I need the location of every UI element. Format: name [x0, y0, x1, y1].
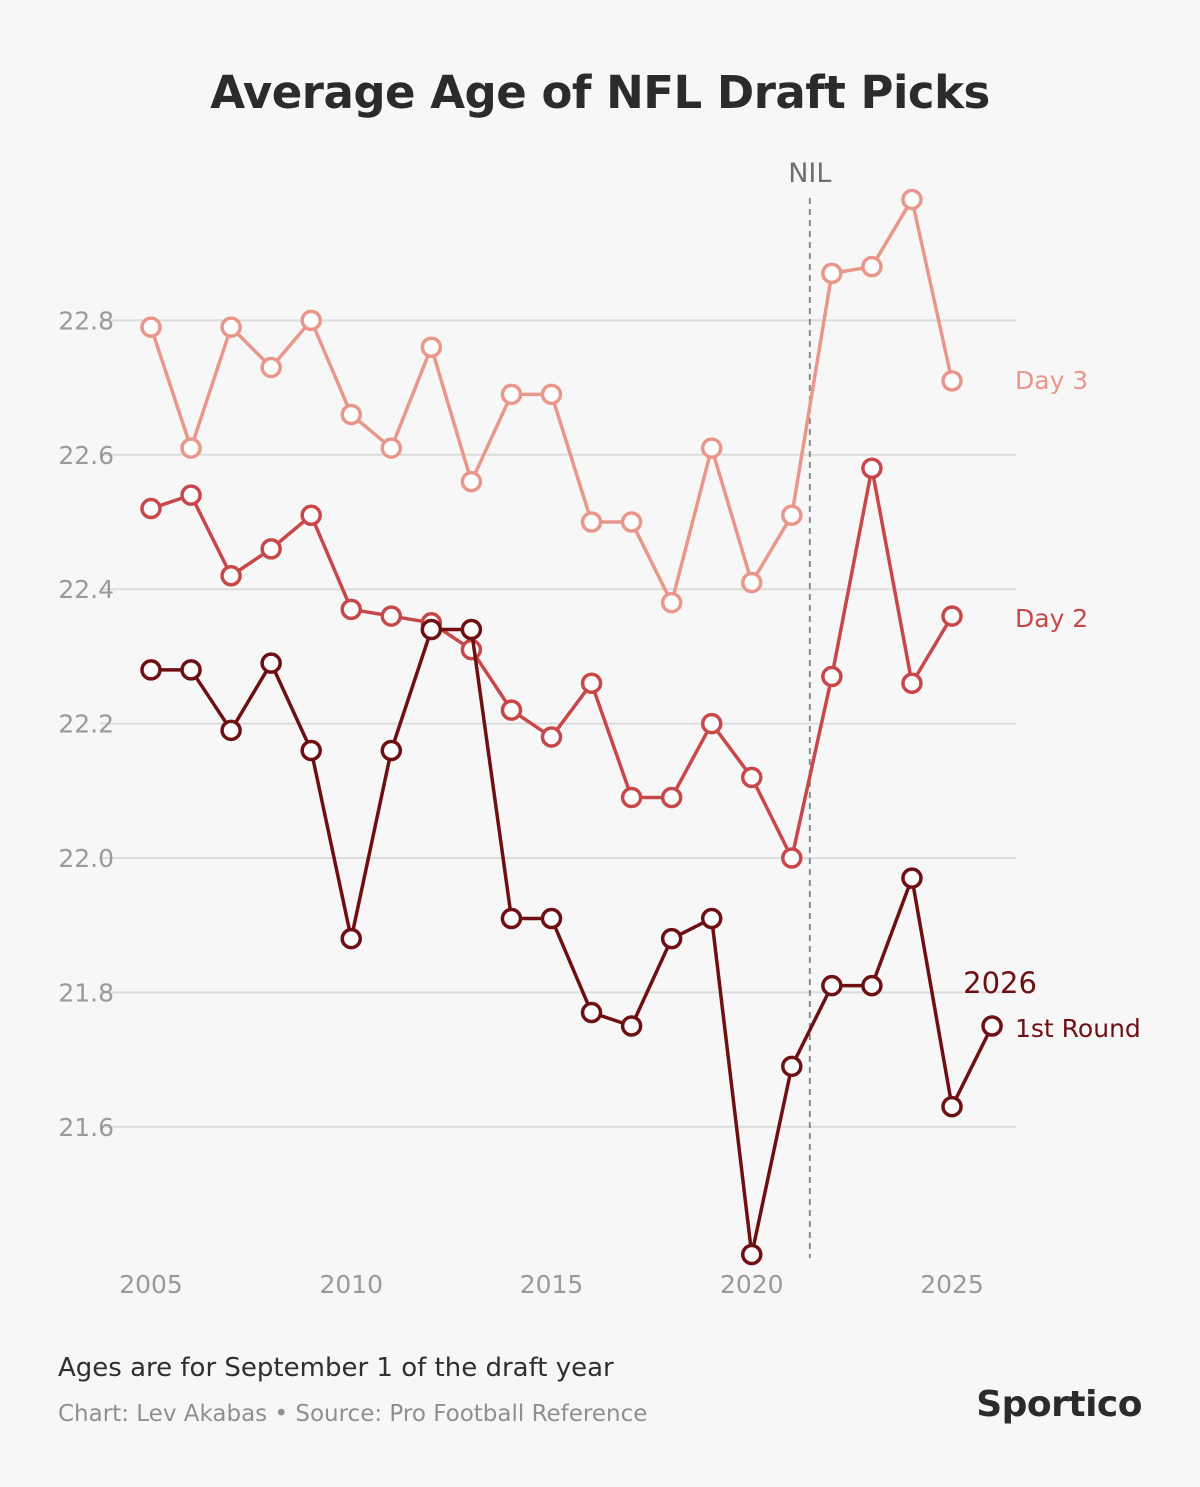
data-point [781, 847, 803, 869]
data-point [660, 927, 683, 950]
data-point [340, 598, 362, 621]
data-point [620, 786, 643, 809]
data-point [861, 974, 883, 997]
series-label: Day 3 [1015, 366, 1088, 395]
series-1st-round [140, 618, 1003, 1266]
data-point [180, 659, 202, 681]
data-point [821, 262, 843, 285]
data-point [260, 356, 282, 379]
data-point [140, 316, 162, 338]
series-group [140, 188, 1003, 1266]
data-point [700, 437, 723, 459]
data-point [380, 739, 403, 762]
data-point [300, 309, 322, 332]
data-point [620, 1015, 643, 1037]
data-point [540, 383, 563, 406]
x-axis: 2005 2010 2015 2020 2025 [119, 1270, 984, 1299]
x-tick-label: 2020 [720, 1270, 784, 1299]
data-point [901, 188, 923, 211]
data-point [380, 605, 403, 627]
series-label: 1st Round [1015, 1014, 1141, 1043]
data-point [420, 336, 443, 359]
source-credit: Chart: Lev Akabas • Source: Pro Football… [58, 1401, 648, 1427]
data-point [861, 457, 883, 479]
data-point [700, 712, 723, 735]
footnote: Ages are for September 1 of the draft ye… [58, 1353, 614, 1383]
data-point [620, 511, 643, 533]
data-point [901, 867, 923, 889]
chart-title: Average Age of NFL Draft Picks [210, 66, 990, 119]
data-point [340, 927, 362, 950]
data-point [941, 370, 963, 392]
x-tick-label: 2025 [920, 1270, 984, 1299]
data-point [500, 383, 523, 406]
data-point [220, 565, 242, 587]
data-point [380, 437, 403, 459]
series-labels: Day 3 Day 2 1st Round [1015, 366, 1141, 1043]
data-point [700, 907, 723, 930]
data-point [741, 1243, 763, 1266]
y-tick-label: 22.6 [58, 441, 114, 470]
line-chart: 22.8 22.6 22.4 22.2 22.0 21.8 21.6 2005 2010 201… [58, 158, 1141, 1299]
data-point [781, 504, 803, 527]
data-point [300, 504, 322, 527]
data-point [500, 907, 523, 930]
data-point [901, 672, 923, 695]
year-2026-label: 2026 [963, 966, 1037, 1000]
series-label: Day 2 [1015, 604, 1088, 633]
data-point [500, 699, 523, 721]
nil-label: NIL [788, 158, 831, 189]
data-point [580, 1001, 603, 1024]
data-point [460, 638, 483, 661]
data-point [260, 652, 282, 674]
data-point [660, 786, 683, 809]
y-axis: 22.8 22.6 22.4 22.2 22.0 21.8 21.6 [58, 306, 114, 1141]
data-point [781, 1055, 803, 1078]
data-point [580, 511, 603, 533]
data-point [941, 605, 963, 627]
data-point [460, 470, 483, 493]
data-point [941, 1095, 963, 1118]
data-point [821, 974, 843, 997]
data-point [540, 907, 563, 930]
data-point [140, 659, 162, 681]
data-point [180, 484, 202, 506]
x-tick-label: 2005 [119, 1270, 183, 1299]
data-point [420, 618, 443, 641]
y-tick-label: 22.8 [58, 306, 114, 335]
data-point [140, 497, 162, 520]
data-point [180, 437, 202, 459]
data-point [741, 766, 763, 789]
y-tick-label: 21.6 [58, 1113, 114, 1142]
data-point [580, 672, 603, 695]
series-line [151, 627, 994, 1257]
annotations: NIL 2026 [788, 158, 1037, 1258]
data-point [660, 591, 683, 614]
series-day-3 [140, 188, 963, 614]
data-point [300, 739, 322, 762]
data-point [340, 403, 362, 426]
data-point [861, 255, 883, 278]
x-tick-label: 2015 [520, 1270, 584, 1299]
data-point [981, 1015, 1003, 1037]
data-point [460, 618, 483, 641]
y-tick-label: 22.2 [58, 710, 114, 739]
y-tick-label: 22.4 [58, 575, 114, 604]
y-tick-label: 21.8 [58, 978, 114, 1007]
brand-logo: Sportico [976, 1384, 1142, 1425]
data-point [821, 665, 843, 688]
data-point [540, 726, 563, 748]
x-tick-label: 2010 [319, 1270, 383, 1299]
data-point [220, 316, 242, 338]
data-point [260, 538, 282, 560]
y-tick-label: 22.0 [58, 844, 114, 873]
gridlines [100, 319, 1016, 1128]
data-point [220, 719, 242, 742]
data-point [741, 571, 763, 594]
